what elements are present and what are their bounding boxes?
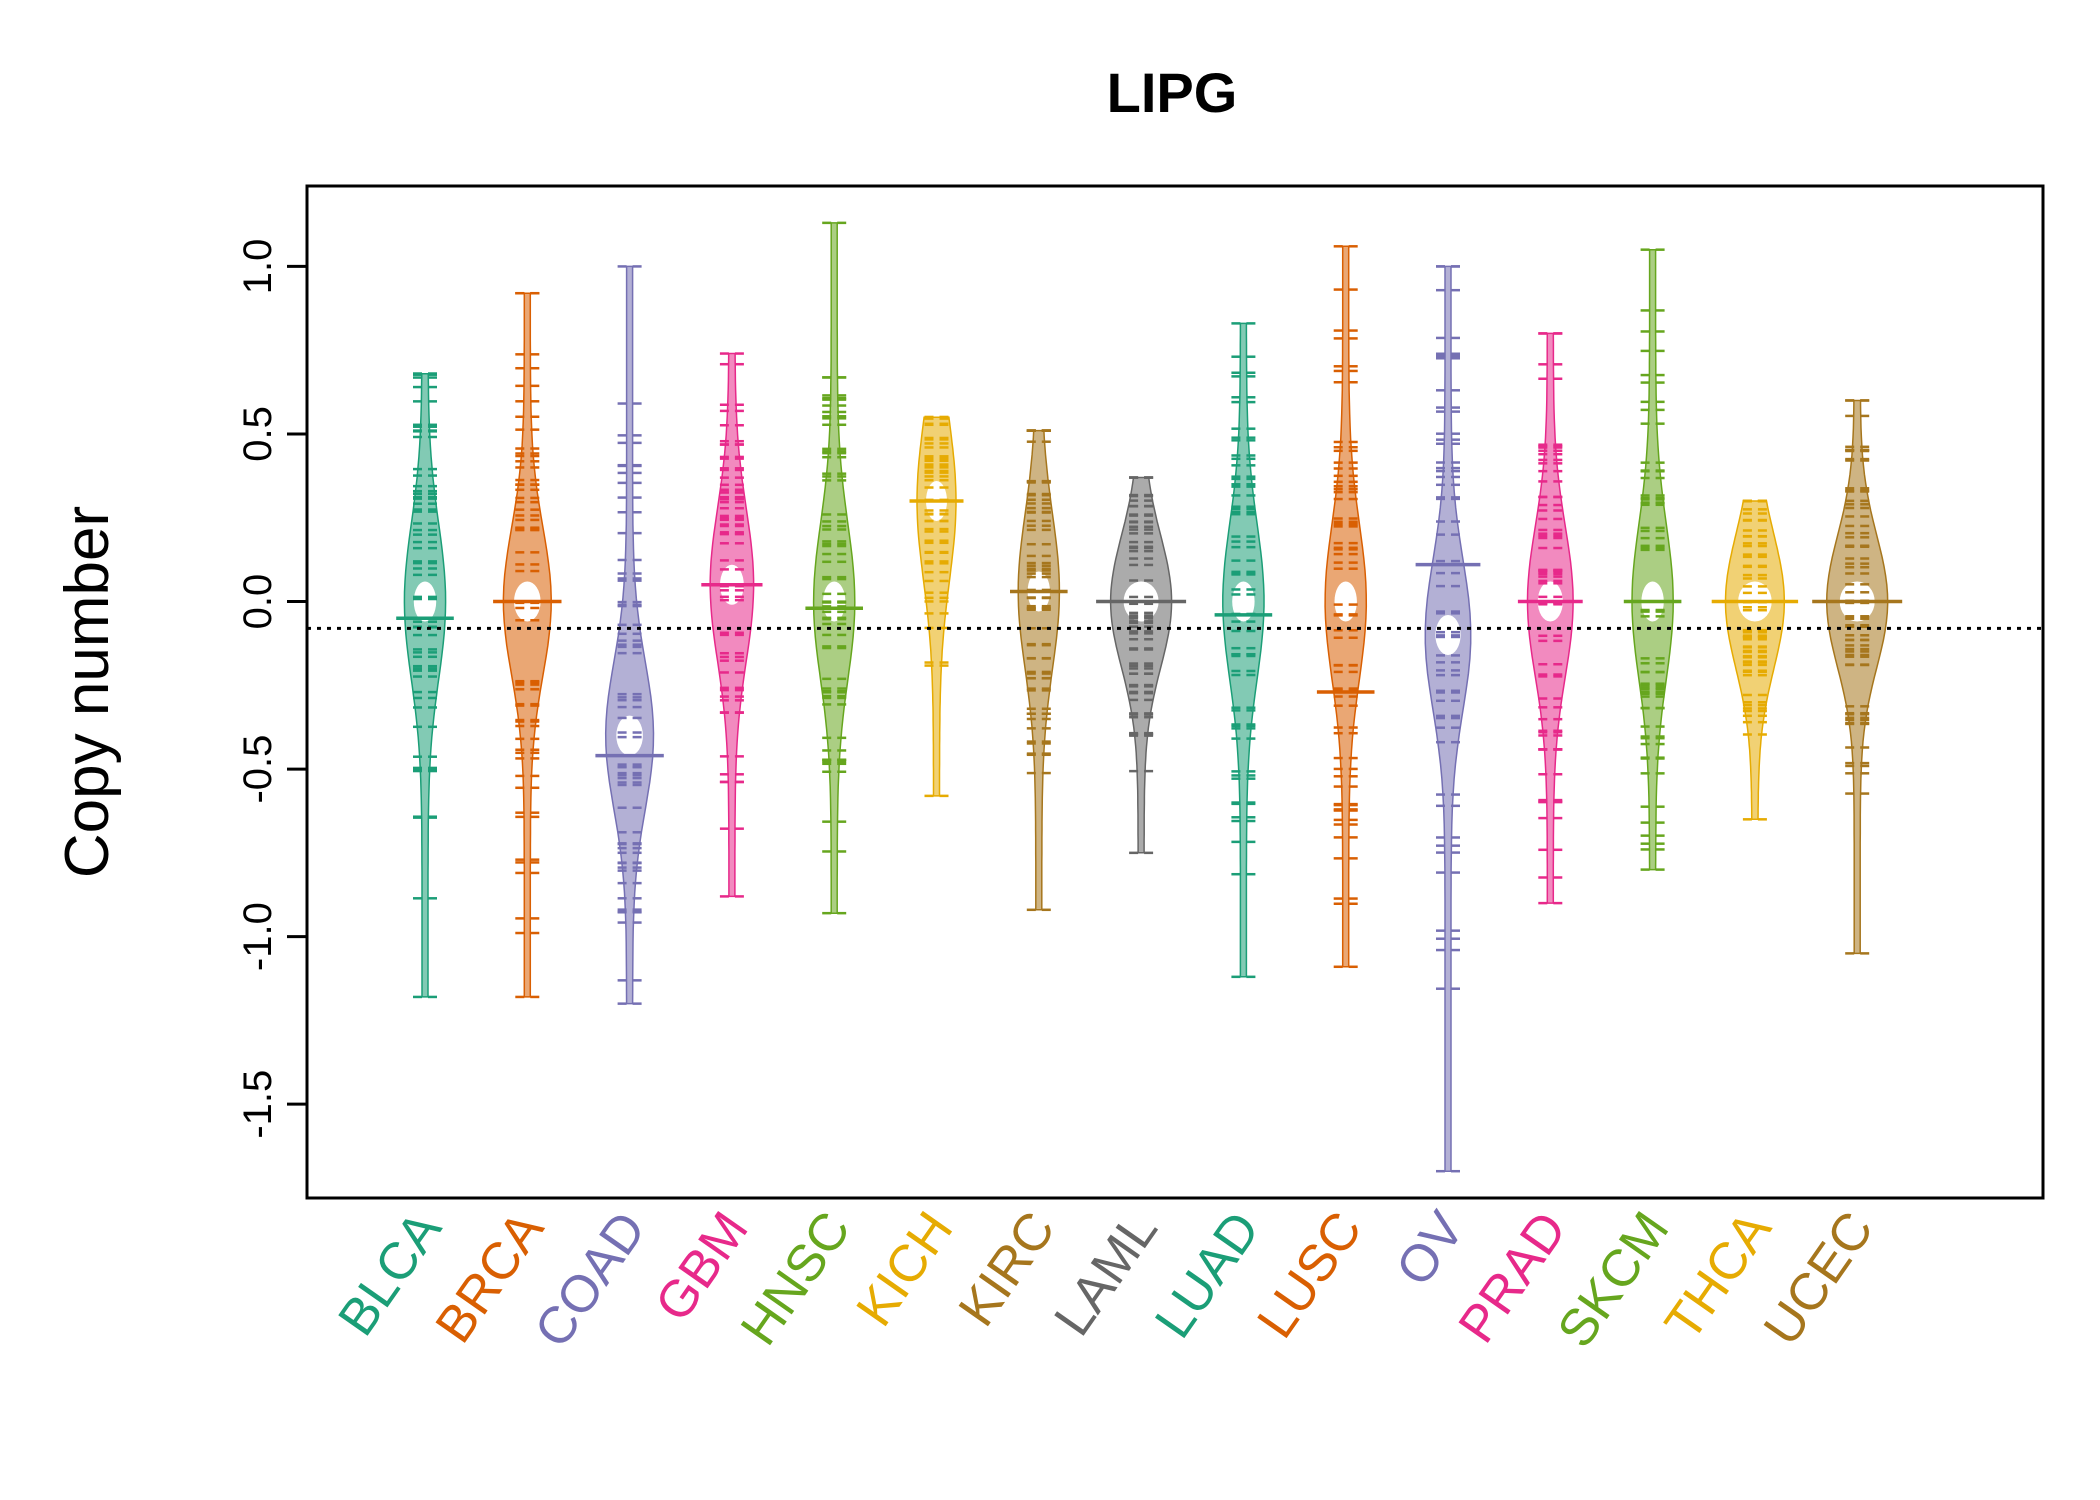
bean-lusc [1316, 245, 1375, 969]
bean-mode-gap [1334, 581, 1357, 622]
y-tick-label: -1.0 [236, 902, 280, 971]
bean-hnsc [805, 221, 863, 915]
bean-gbm [701, 352, 763, 898]
y-axis-label: Copy number [53, 506, 122, 878]
y-tick-label: -0.5 [236, 735, 280, 804]
bean-blca [396, 372, 454, 999]
bean-mode-gap [616, 715, 643, 756]
chart-title: LIPG [1107, 61, 1238, 124]
bean-luad [1214, 322, 1273, 979]
y-tick-label: 0.5 [236, 406, 280, 462]
y-tick-label: 1.0 [236, 239, 280, 295]
y-tick-label: -1.5 [236, 1070, 280, 1139]
bean-thca [1711, 499, 1799, 821]
y-axis: 1.0 0.5 0.0 -0.5 -1.0 -1.5 [236, 239, 309, 1139]
bean-brca [493, 291, 562, 999]
bean-kirc [1010, 429, 1068, 912]
bean-ov [1415, 265, 1481, 1173]
bean-kich [909, 415, 964, 798]
bean-mode-gap [413, 581, 437, 622]
y-tick-label: 0.0 [236, 574, 280, 630]
bean-laml [1096, 476, 1187, 855]
bean-mode-gap [1435, 615, 1461, 656]
bean-coad [595, 265, 664, 1005]
bean-mode-gap [1232, 581, 1255, 622]
beans-layer [396, 221, 1903, 1173]
bean-prad [1517, 332, 1583, 905]
bean-skcm [1623, 248, 1682, 871]
bean-ucec [1812, 399, 1903, 955]
